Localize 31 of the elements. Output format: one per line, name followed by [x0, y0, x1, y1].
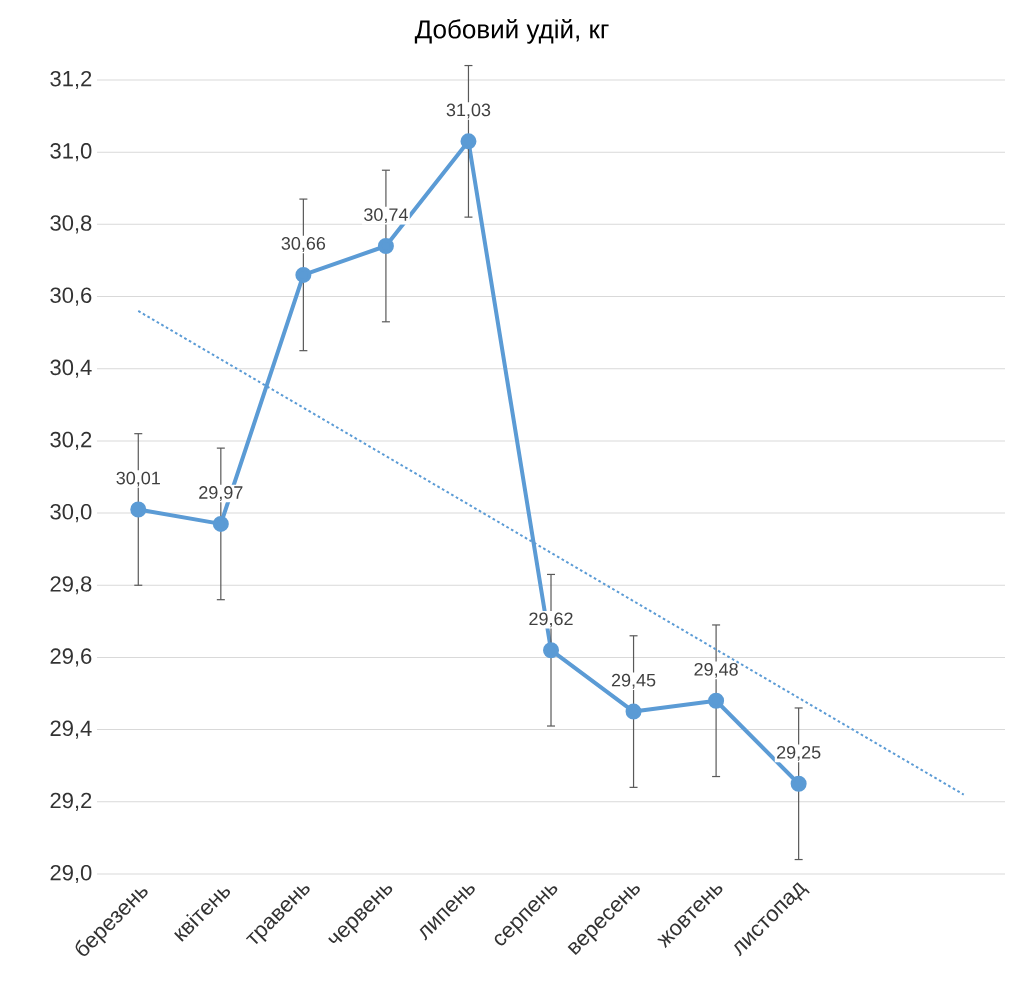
point [295, 266, 312, 283]
point [377, 238, 394, 255]
point [130, 501, 147, 518]
data-label: 30,01 [116, 471, 160, 487]
y-tick-label: 30,4 [50, 359, 92, 378]
y-tick-label: 30,6 [50, 287, 92, 306]
data-label: 30,74 [364, 208, 408, 224]
y-tick-label: 30,2 [50, 431, 92, 450]
y-tick-label: 29,6 [50, 648, 92, 667]
y-tick-label: 30,0 [50, 503, 92, 523]
data-label: 29,45 [611, 673, 656, 689]
data-label: 29,25 [777, 745, 821, 761]
y-tick-label: 29,4 [50, 720, 92, 739]
data-label: 31,03 [446, 103, 491, 119]
y-tick-label: 29,8 [50, 576, 92, 595]
y-tick-label: 29,2 [50, 792, 92, 811]
data-label: 29,48 [694, 662, 738, 678]
y-tick-label: 30,8 [50, 215, 92, 234]
point [212, 515, 229, 532]
point [625, 703, 642, 720]
point [708, 692, 725, 709]
data-label: 29,62 [529, 612, 573, 628]
point [543, 642, 560, 659]
y-tick-label: 31,0 [50, 143, 92, 162]
y-tick-label: 29,0 [50, 864, 92, 884]
data-label: 29,97 [199, 486, 243, 501]
data-label: 30,66 [281, 237, 326, 252]
point [460, 133, 477, 150]
chart-title: Добовий удій, кг [414, 18, 609, 44]
y-tick-label: 31,2 [50, 70, 92, 90]
point [790, 775, 807, 792]
